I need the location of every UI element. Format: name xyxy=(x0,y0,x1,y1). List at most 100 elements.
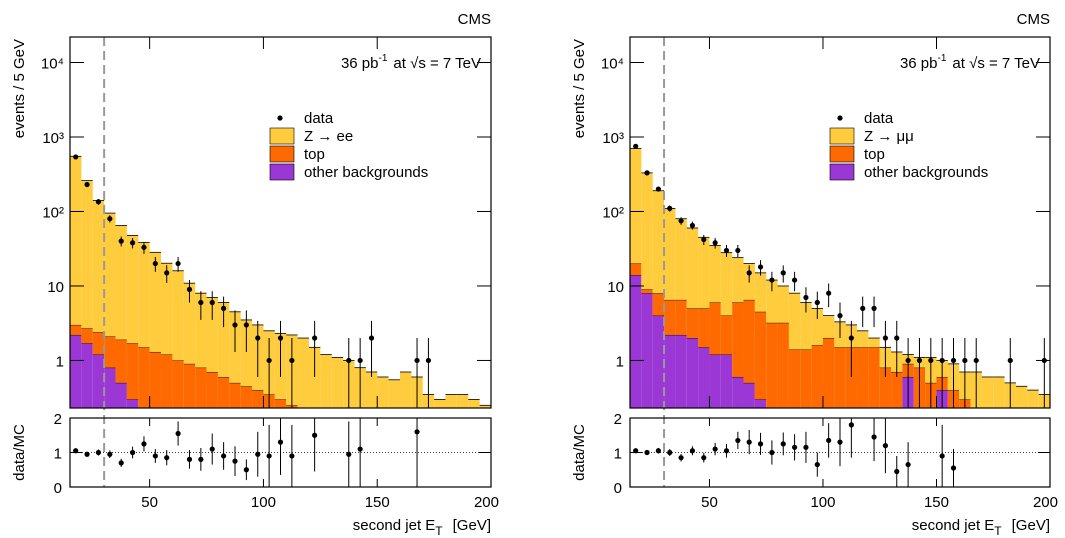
data-point xyxy=(757,264,764,270)
histogram-bar xyxy=(732,376,744,408)
y-tick-label: 10 xyxy=(47,279,64,296)
x-tick-label: 50 xyxy=(141,494,158,511)
data-point xyxy=(848,335,854,341)
data-point xyxy=(928,357,934,364)
data-point xyxy=(644,170,650,176)
x-label-sub: T xyxy=(435,524,443,538)
data-point xyxy=(837,313,843,319)
data-point xyxy=(791,277,798,283)
ratio-y-tick-label: 2 xyxy=(54,411,62,428)
histogram-bar xyxy=(70,324,82,335)
ratio-point xyxy=(164,455,170,461)
data-point xyxy=(712,240,718,246)
histogram-bar xyxy=(92,354,105,408)
histogram-bar xyxy=(388,379,400,408)
data-point xyxy=(769,277,775,283)
ratio-point xyxy=(871,434,877,440)
ratio-point xyxy=(243,467,249,473)
ratio-point xyxy=(826,437,832,444)
ratio-point xyxy=(129,449,136,456)
experiment-label: CMS xyxy=(1017,11,1050,28)
histogram-bar xyxy=(252,390,264,408)
data-point xyxy=(312,335,318,341)
histogram-bar xyxy=(126,343,139,400)
histogram-bar xyxy=(868,338,880,348)
legend-label: Z → ee xyxy=(304,128,353,145)
data-point xyxy=(84,181,90,188)
histogram-bar xyxy=(664,334,676,408)
ratio-point xyxy=(95,449,102,456)
y-tick-label: 10⁴ xyxy=(601,56,624,73)
ratio-y-tick-label: 0 xyxy=(614,480,622,497)
histogram-bar xyxy=(686,308,699,339)
ratio-point xyxy=(346,451,352,457)
legend-swatch xyxy=(829,127,855,145)
histogram-bar xyxy=(81,328,93,344)
legend-swatch xyxy=(829,145,855,163)
histogram-bar xyxy=(161,354,173,408)
histogram-bar xyxy=(331,357,344,408)
data-point xyxy=(243,322,249,328)
histogram-bar xyxy=(845,347,858,408)
histogram-bar xyxy=(811,308,823,346)
histogram-bar xyxy=(274,399,287,408)
legend-label: other backgrounds xyxy=(864,164,988,181)
ratio-point xyxy=(746,439,752,445)
histogram-bar xyxy=(698,237,710,309)
histogram-bar xyxy=(709,354,721,408)
data-point xyxy=(746,270,752,276)
ratio-y-tick-label: 1 xyxy=(614,446,622,463)
data-point xyxy=(678,218,684,224)
y-tick-label: 1 xyxy=(616,353,624,370)
legend-swatch xyxy=(269,127,295,145)
histogram-bar xyxy=(822,338,835,408)
histogram-bar xyxy=(777,285,789,323)
histogram-bar xyxy=(720,315,733,355)
histogram-bar xyxy=(149,252,162,352)
histogram-bar xyxy=(857,347,869,408)
data-point xyxy=(667,205,673,211)
legend-label: top xyxy=(864,146,885,163)
histogram-bar xyxy=(206,371,218,408)
data-point xyxy=(266,357,272,364)
histogram-bar xyxy=(1015,386,1028,408)
histogram-bar xyxy=(652,315,665,408)
y-tick-label: 10² xyxy=(42,204,64,221)
legend-label: Z → μμ xyxy=(864,128,914,145)
histogram-bar xyxy=(754,311,767,400)
histogram-bar xyxy=(468,399,480,408)
ratio-point xyxy=(414,429,420,435)
ratio-point xyxy=(894,468,900,475)
histogram-bar xyxy=(709,245,721,303)
histogram-bar xyxy=(126,235,139,344)
ratio-point xyxy=(735,437,741,444)
histogram-bar xyxy=(104,213,116,337)
data-point xyxy=(164,270,170,276)
histogram-bar xyxy=(456,394,469,408)
histogram-bar xyxy=(777,322,789,408)
x-label-sub: T xyxy=(994,524,1002,538)
histogram-bar xyxy=(743,382,755,408)
legend-swatch xyxy=(829,163,855,181)
histogram-bar xyxy=(161,263,173,355)
histogram-bar xyxy=(686,228,699,309)
ratio-point xyxy=(209,446,215,452)
ratio-point xyxy=(882,443,889,449)
ratio-point xyxy=(141,441,147,447)
energy: at √s = 7 TeV xyxy=(952,55,1040,72)
legend-swatch xyxy=(269,163,295,181)
ratio-point xyxy=(118,460,124,466)
histogram-bar xyxy=(1027,390,1039,408)
ratio-point xyxy=(107,451,113,457)
lumi-label: 36 pb-1 at √s = 7 TeV xyxy=(900,53,1040,72)
x-label: second jet E xyxy=(912,517,995,534)
histogram-bar xyxy=(981,376,994,408)
histogram-bar xyxy=(664,299,676,335)
data-point xyxy=(255,335,261,341)
ratio-area xyxy=(633,418,957,487)
histogram-bar xyxy=(240,386,253,408)
histogram-bar xyxy=(709,302,721,355)
histogram-bar xyxy=(308,347,321,408)
histogram-bar xyxy=(92,332,105,355)
ratio-point xyxy=(837,439,843,445)
